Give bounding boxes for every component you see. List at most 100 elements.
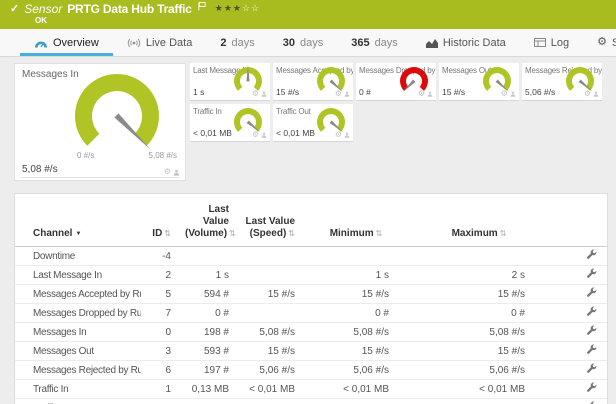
person-icon[interactable]: [261, 132, 267, 138]
channel-row-messages-out[interactable]: Messages Out 3 593 # 15 #/s 15 #/s 15 #/…: [15, 342, 607, 361]
gauge-card-traffic-out[interactable]: Traffic Out < 0,01 MB ⚙: [273, 104, 353, 142]
gear-icon[interactable]: ⚙: [500, 89, 508, 98]
tab-log[interactable]: Log: [520, 29, 583, 56]
gauges-section: Messages In 0 #/s 5,08 #/s 5,08 #/s ⚙ La…: [14, 63, 608, 181]
edit-channel-wrench-icon[interactable]: [586, 325, 597, 336]
gauge-card-traffic-in[interactable]: Traffic In < 0,01 MB ⚙: [190, 104, 270, 142]
star-filled-icon[interactable]: ★: [223, 2, 233, 13]
person-icon[interactable]: [593, 91, 599, 97]
gear-icon[interactable]: ⚙: [251, 130, 259, 139]
gauge-dial: [317, 67, 345, 92]
gear-icon[interactable]: ⚙: [334, 130, 342, 139]
star-filled-icon[interactable]: ★: [214, 2, 224, 13]
gauge-dial: [234, 66, 262, 91]
tab-live-data[interactable]: Live Data: [113, 29, 206, 56]
gear-icon[interactable]: ⚙: [583, 89, 591, 98]
channel-name-cell: Messages Rejected by Rules: [33, 364, 141, 376]
channel-row-last-message-in[interactable]: Last Message In 2 1 s 1 s 2 s: [15, 266, 607, 285]
minimum-cell: < 0,01 MB: [309, 399, 403, 404]
tab-30-days[interactable]: 30 days: [282, 36, 324, 49]
gauge-card-messages-accepted-by-rules[interactable]: Messages Accepted by Rules 15 #/s ⚙: [273, 63, 353, 101]
last-value-speed-cell: [243, 304, 309, 323]
tab-2-days[interactable]: 2 days: [220, 36, 255, 49]
channel-row-traffic-out[interactable]: Traffic Out 4 0,39 MB < 0,01 MB < 0,01 M…: [15, 399, 607, 404]
edit-channel-wrench-icon[interactable]: [586, 401, 597, 404]
edit-channel-wrench-icon[interactable]: [586, 344, 597, 355]
gauge-scale-min: 0 #/s: [77, 151, 95, 160]
edit-channel-wrench-icon[interactable]: [586, 363, 597, 374]
live-data-icon: [127, 38, 141, 48]
column-header-last-value-speed[interactable]: Last Value (Speed) ⇅: [245, 216, 295, 239]
gauge-card-messages-dropped-by-rules[interactable]: Messages Dropped by Rules 0 # ⚙: [356, 63, 436, 101]
channel-id-cell: 3: [165, 345, 171, 357]
overview-content: Messages In 0 #/s 5,08 #/s 5,08 #/s ⚙ La…: [0, 57, 616, 404]
star-empty-icon[interactable]: ☆: [251, 2, 261, 13]
person-icon[interactable]: [510, 91, 516, 97]
gauge-card-icons: ⚙: [418, 90, 433, 98]
gauge-card-messages-in[interactable]: Messages In 0 #/s 5,08 #/s 5,08 #/s ⚙: [14, 63, 186, 181]
column-header-actions: [555, 200, 607, 247]
flag-icon[interactable]: [198, 2, 206, 11]
channel-row-traffic-in[interactable]: Traffic In 1 0,13 MB < 0,01 MB < 0,01 MB…: [15, 380, 607, 399]
minimum-cell: 5,08 #/s: [353, 326, 389, 338]
gauge-title: Messages Out: [442, 66, 492, 75]
gauge-scale-max: 5,08 #/s: [148, 151, 177, 160]
gear-icon[interactable]: ⚙: [334, 89, 342, 98]
channel-row-messages-accepted-by-rules[interactable]: Messages Accepted by Rules 5 594 # 15 #/…: [15, 285, 607, 304]
channel-name-cell: Messages Dropped by Rules: [33, 307, 141, 319]
actions-cell: [555, 323, 607, 342]
gear-icon[interactable]: ⚙: [251, 89, 259, 98]
gauge-value: 15 #/s: [442, 87, 466, 97]
column-header-minimum[interactable]: Minimum ⇅: [329, 228, 383, 239]
column-header-maximum[interactable]: Maximum ⇅: [451, 228, 507, 239]
gauge-card-messages-out[interactable]: Messages Out 15 #/s ⚙: [439, 63, 519, 101]
edit-channel-wrench-icon[interactable]: [586, 249, 597, 260]
minimum-cell: [309, 247, 403, 266]
minimum-cell: 5,06 #/s: [353, 364, 389, 376]
person-icon[interactable]: [344, 132, 350, 138]
person-icon[interactable]: [261, 91, 267, 97]
channel-id-cell: 6: [165, 364, 171, 376]
channel-table: Channel ▼ ID ⇅ Last Value (Volume) ⇅ Last V…: [15, 200, 607, 404]
sort-icon: ⇅: [164, 229, 171, 238]
status-check-icon: ✓: [10, 3, 20, 15]
column-header-channel[interactable]: Channel ▼: [33, 228, 82, 239]
tab-settings[interactable]: ⚙Settings: [597, 36, 616, 49]
channel-row-downtime[interactable]: Downtime -4: [15, 247, 607, 266]
edit-channel-wrench-icon[interactable]: [586, 382, 597, 393]
column-header-last-value-volume[interactable]: Last Value (Volume) ⇅: [185, 204, 236, 239]
star-filled-icon[interactable]: ★: [232, 2, 242, 13]
priority-stars[interactable]: ★★★☆☆: [214, 2, 261, 13]
small-gauges-grid: Last Message In 1 s ⚙ Messages Accepted …: [190, 63, 608, 181]
gauge-value: 1 s: [193, 87, 205, 97]
tab-overview[interactable]: Overview: [20, 29, 113, 56]
sorted-caret-icon: ▼: [75, 231, 82, 237]
last-value-speed-cell: [243, 266, 309, 285]
gauge-dial: [234, 108, 262, 133]
channel-name-cell: Messages Out: [33, 345, 94, 357]
person-icon[interactable]: [173, 169, 180, 176]
person-icon[interactable]: [427, 91, 433, 97]
channel-row-messages-in[interactable]: Messages In 0 198 # 5,08 #/s 5,08 #/s 5,…: [15, 323, 607, 342]
star-empty-icon[interactable]: ☆: [241, 2, 252, 13]
gauge-card-icons: ⚙: [252, 131, 267, 139]
last-value-volume-cell: 0,13 MB: [191, 383, 229, 395]
last-value-speed-cell: 5,06 #/s: [259, 364, 295, 376]
gauge-value: < 0,01 MB: [276, 128, 315, 138]
column-header-id[interactable]: ID ⇅: [152, 228, 171, 239]
gauge-card-messages-rejected-by-rules[interactable]: Messages Rejected by Rules 5,06 #/s ⚙: [522, 63, 602, 101]
channel-row-messages-rejected-by-rules[interactable]: Messages Rejected by Rules 6 197 # 5,06 …: [15, 361, 607, 380]
actions-cell: [555, 247, 607, 266]
person-icon[interactable]: [344, 91, 350, 97]
gauge-title: Messages In: [22, 69, 79, 80]
channel-row-messages-dropped-by-rules[interactable]: Messages Dropped by Rules 7 0 # 0 # 0 #: [15, 304, 607, 323]
edit-channel-wrench-icon[interactable]: [586, 287, 597, 298]
tab-365-days[interactable]: 365 days: [351, 36, 398, 49]
gear-icon[interactable]: ⚙: [417, 89, 425, 98]
edit-channel-wrench-icon[interactable]: [586, 306, 597, 317]
gear-icon[interactable]: ⚙: [163, 167, 171, 176]
tab-historic-data[interactable]: Historic Data: [412, 29, 520, 56]
last-value-volume-cell: 0 #: [215, 307, 229, 319]
edit-channel-wrench-icon[interactable]: [586, 268, 597, 279]
gauge-card-last-message-in[interactable]: Last Message In 1 s ⚙: [190, 63, 270, 101]
